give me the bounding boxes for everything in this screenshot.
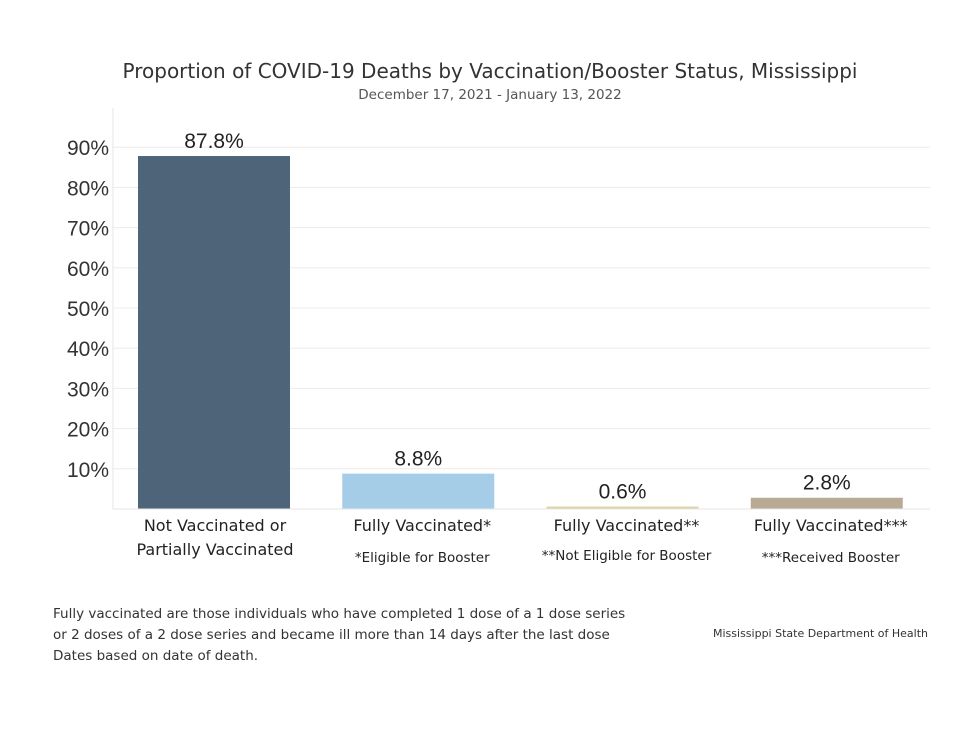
y-tick-label: 10% <box>67 459 109 482</box>
bar-value-label: 0.6% <box>599 481 647 504</box>
category-label: Fully Vaccinated* <box>353 516 491 535</box>
footnote-line-2: or 2 doses of a 2 dose series and became… <box>53 627 610 643</box>
footnote: Fully vaccinated are those individuals w… <box>53 604 673 667</box>
footnote-line-3: Dates based on date of death. <box>53 648 259 664</box>
y-tick-label: 30% <box>67 378 109 401</box>
category-label: Not Vaccinated or <box>144 516 287 535</box>
y-tick-label: 60% <box>67 258 109 281</box>
bar <box>342 473 495 509</box>
source-credit: Mississippi State Department of Health <box>713 627 928 640</box>
bar-value-label: 2.8% <box>803 472 851 495</box>
category-sublabel: ***Received Booster <box>762 550 900 566</box>
category-label: Fully Vaccinated*** <box>754 516 908 535</box>
category-label: Partially Vaccinated <box>136 540 293 559</box>
category-sublabel: **Not Eligible for Booster <box>542 548 712 564</box>
y-tick-label: 70% <box>67 218 109 241</box>
y-tick-label: 90% <box>67 137 109 160</box>
bar-value-label: 8.8% <box>394 448 442 471</box>
x-axis: Not Vaccinated or Partially Vaccinated Ful… <box>113 508 930 566</box>
bars: 87.8% 8.8% 0.6% 2.8% <box>138 130 903 509</box>
y-tick-label: 50% <box>67 298 109 321</box>
footnote-line-1: Fully vaccinated are those individuals w… <box>53 606 626 622</box>
y-axis: 10% 20% 30% 40% 50% 60% 70% 80% 90% <box>67 108 114 509</box>
bar <box>546 506 699 509</box>
bar-value-label: 87.8% <box>184 130 244 153</box>
chart-title: Proportion of COVID-19 Deaths by Vaccina… <box>123 59 858 83</box>
category-label: Fully Vaccinated** <box>554 516 700 535</box>
y-tick-label: 40% <box>67 338 109 361</box>
bar <box>138 156 290 509</box>
category-sublabel: *Eligible for Booster <box>355 550 490 566</box>
y-tick-label: 20% <box>67 419 109 442</box>
bar-chart: Proportion of COVID-19 Deaths by Vaccina… <box>67 59 930 566</box>
bar <box>750 497 903 509</box>
chart-subtitle: December 17, 2021 - January 13, 2022 <box>358 87 621 103</box>
y-tick-label: 80% <box>67 177 109 200</box>
